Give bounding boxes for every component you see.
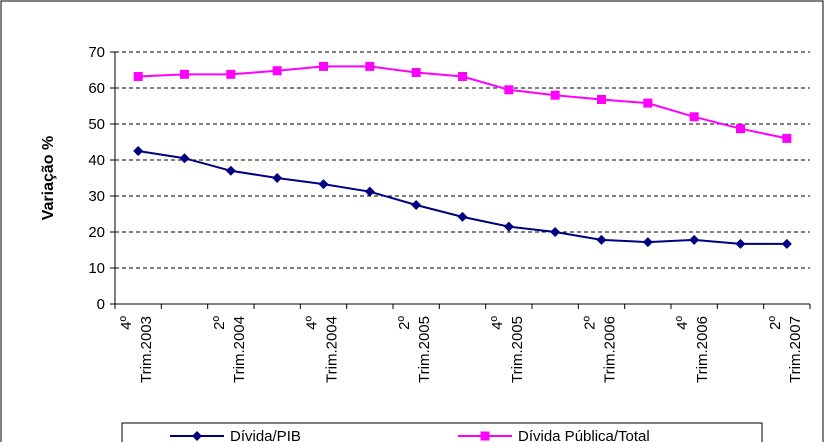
x-tick-label: 2º Trim.2006	[582, 315, 619, 382]
data-point	[689, 234, 700, 245]
x-tick-label: 2º Trim.2004	[211, 315, 248, 382]
y-tick-labels: 0 10 20 30 40 50 60 70	[88, 44, 105, 313]
data-point	[364, 186, 375, 197]
data-point	[550, 90, 560, 100]
x-tick-label-quarter: 4º	[674, 315, 691, 329]
y-tick-label: 50	[88, 116, 105, 133]
data-point	[179, 153, 190, 164]
x-tick-label-year: Trim.2004	[231, 316, 248, 383]
data-point	[411, 68, 421, 78]
x-tick-label: 2º Trim.2007	[767, 315, 804, 382]
data-point	[781, 238, 792, 249]
data-point	[736, 124, 745, 134]
data-point	[365, 61, 375, 71]
x-tick-label-quarter: 2º	[396, 315, 413, 329]
data-point	[133, 71, 143, 81]
legend-swatch-marker	[192, 431, 202, 441]
legend-swatch-marker	[480, 431, 490, 441]
x-tick-label: 4º Trim.2005	[489, 315, 526, 382]
x-tick-label-quarter: 4º	[489, 315, 506, 329]
data-point	[457, 211, 468, 222]
data-point	[550, 227, 561, 237]
y-tick-label: 60	[88, 80, 105, 97]
x-tick-label: 4º Trim.2006	[674, 315, 711, 382]
data-point	[133, 146, 144, 156]
x-tick-label-year: Trim.2003	[138, 316, 155, 383]
x-tick-label-year: Trim.2005	[509, 316, 526, 383]
data-point	[411, 200, 422, 210]
x-tick-label-year: Trim.2006	[602, 316, 619, 383]
x-tick-label-quarter: 2º	[767, 315, 784, 329]
data-point	[319, 61, 328, 71]
data-point	[642, 237, 653, 248]
y-axis-title: Variação %	[40, 136, 57, 221]
legend-label: Dívida/PIB	[230, 428, 301, 442]
x-tick-label: 4º Trim.2003	[118, 315, 155, 382]
x-tick-label-year: Trim.2005	[416, 316, 433, 383]
x-tick-label-quarter: 2º	[582, 315, 599, 329]
legend: Dívida/PIB Dívida Pública/Total	[121, 422, 763, 442]
grid	[115, 51, 810, 269]
x-tick-label-quarter: 2º	[211, 315, 228, 329]
data-point	[318, 179, 329, 190]
x-tick-label-year: Trim.2004	[324, 316, 341, 383]
x-tick-label-year: Trim.2007	[787, 316, 804, 383]
data-point	[225, 165, 236, 176]
y-tick-label: 30	[88, 188, 105, 205]
data-point	[180, 69, 189, 79]
data-point	[643, 98, 653, 108]
axes	[110, 51, 811, 309]
data-point	[596, 234, 607, 245]
x-tick-label-year: Trim.2006	[694, 316, 711, 383]
data-point	[597, 95, 606, 105]
data-point	[272, 66, 282, 76]
data-point	[503, 221, 514, 232]
data-point	[504, 85, 514, 95]
y-tick-label: 0	[97, 296, 105, 313]
x-tick-label-quarter: 4º	[118, 315, 135, 329]
data-point	[458, 71, 467, 81]
x-tick-label-quarter: 4º	[304, 315, 321, 329]
x-tick-label: 2º Trim.2005	[396, 315, 433, 382]
y-tick-label: 70	[88, 44, 105, 61]
y-tick-label: 20	[88, 224, 105, 241]
data-point	[226, 69, 236, 79]
y-tick-label: 10	[88, 260, 105, 277]
y-tick-label: 40	[88, 152, 105, 169]
data-point	[272, 173, 283, 183]
legend-label: Dívida Pública/Total	[518, 428, 650, 442]
x-tick-labels: 4º Trim.2003 2º Trim.2004 4º Trim.2004 2º Trim.…	[118, 315, 804, 382]
x-tick-label: 4º Trim.2004	[304, 315, 341, 382]
data-point	[689, 112, 699, 122]
legend-box	[121, 422, 763, 442]
series	[133, 61, 792, 249]
data-point	[782, 133, 792, 143]
data-point	[735, 238, 746, 249]
